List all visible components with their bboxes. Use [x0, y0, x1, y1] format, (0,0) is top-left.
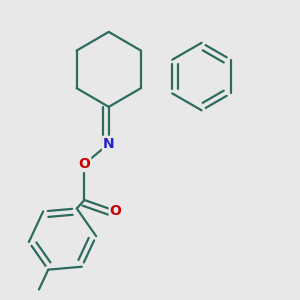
Text: O: O [110, 204, 122, 218]
Text: O: O [78, 157, 90, 171]
Text: N: N [103, 137, 115, 151]
